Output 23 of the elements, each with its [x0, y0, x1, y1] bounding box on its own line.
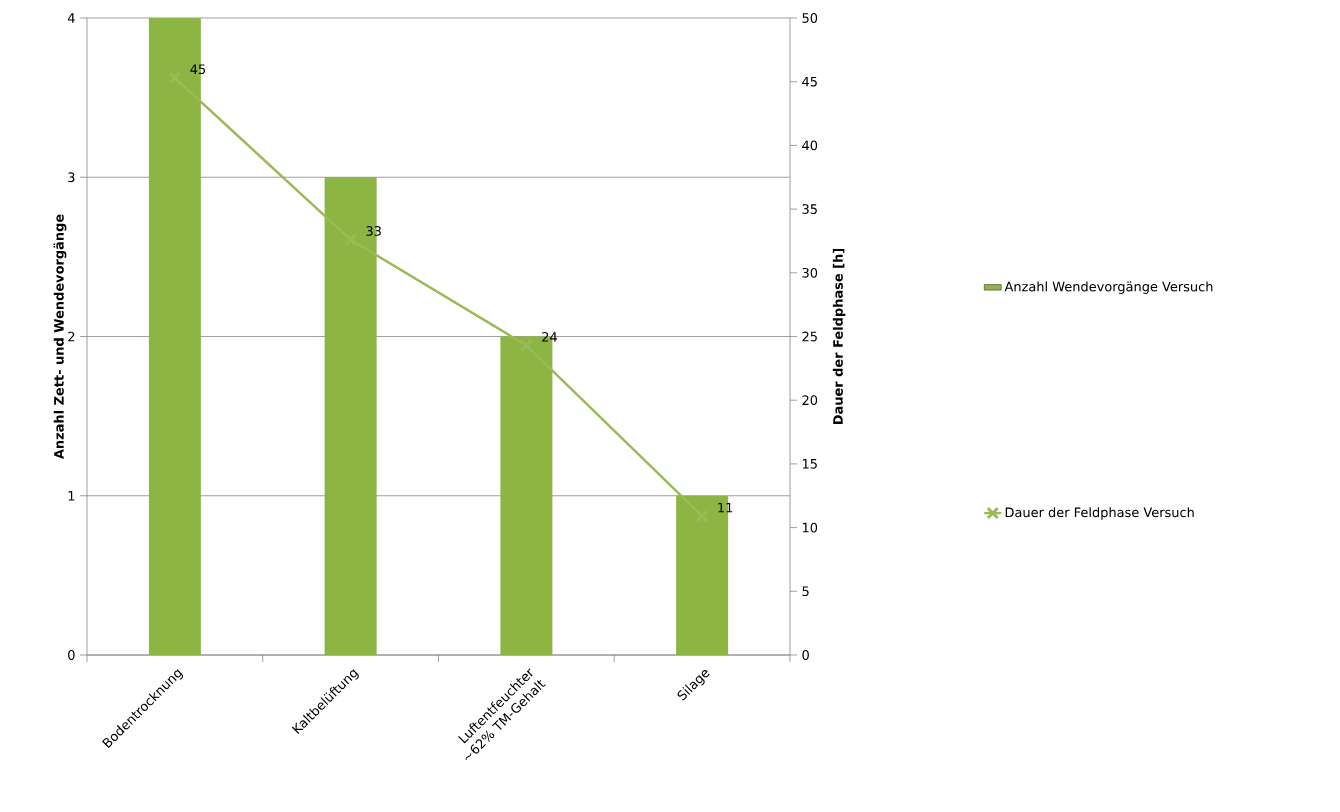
legend-label: Anzahl Wendevorgänge Versuch [1004, 281, 1213, 294]
y-axis-title: Anzahl Zett- und Wendevorgänge [53, 214, 67, 460]
data-label: 24 [542, 331, 557, 342]
y2-tick-label: 45 [802, 76, 817, 87]
y2-tick-label: 15 [802, 459, 817, 469]
y-tick-label: 1 [68, 491, 75, 501]
y2-tick-label: 25 [802, 331, 817, 342]
y2-tick-label: 0 [802, 650, 809, 660]
y-tick-label: 4 [67, 13, 75, 23]
y2-tick-label: 40 [802, 140, 818, 151]
point [519, 338, 533, 352]
y-tick-label: 3 [68, 172, 75, 183]
y2-tick-label: 50 [802, 13, 818, 23]
y-tick-label: 2 [68, 331, 75, 342]
y-tick-label: 0 [68, 650, 75, 660]
point [344, 233, 358, 247]
y2-tick-label: 35 [802, 204, 817, 214]
y2-tick-label: 5 [802, 586, 809, 597]
legend-label: Dauer der Feldphase Versuch [1005, 507, 1194, 520]
y2-tick-label: 10 [802, 522, 818, 533]
y2-tick-label: 30 [802, 267, 818, 278]
y2-tick-label: 20 [802, 395, 818, 406]
y2-axis-title: Dauer der Feldphase [h] [832, 248, 846, 425]
